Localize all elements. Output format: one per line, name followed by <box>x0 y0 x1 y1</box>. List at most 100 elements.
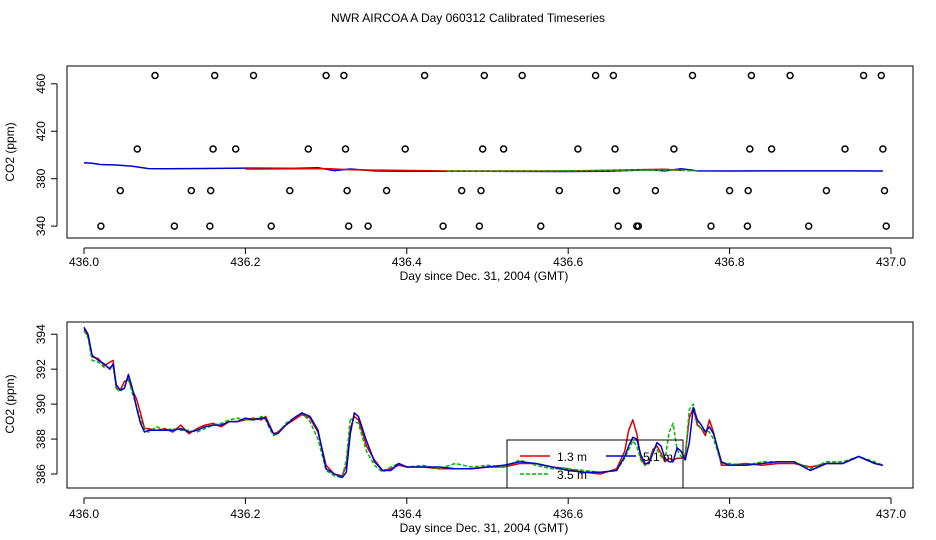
y-tick-label: 388 <box>34 429 48 449</box>
scatter-point <box>151 71 159 80</box>
series-line-3.5m <box>83 330 884 479</box>
top-y-axis-label: CO2 (ppm) <box>3 122 17 181</box>
x-tick-label: 437.0 <box>876 255 906 269</box>
y-tick-label: 386 <box>34 464 48 484</box>
bottom-x-axis-label: Day since Dec. 31, 2004 (GMT) <box>400 521 569 535</box>
scatter-point <box>206 222 214 230</box>
y-tick-label: 380 <box>34 168 48 188</box>
scatter-point <box>877 71 886 80</box>
scatter-point <box>746 145 754 153</box>
legend-label-5.1m: 5.1 m <box>643 450 673 464</box>
scatter-point <box>879 145 887 153</box>
y-tick-label: 420 <box>34 121 48 141</box>
scatter-point <box>537 222 545 230</box>
scatter-point <box>210 71 219 80</box>
top-panel: 436.0 436.2 436.4 436.6 436.8 437.0 340 380 420… <box>3 65 914 283</box>
scatter-point <box>340 71 348 80</box>
legend: 1.3 m 5.1 m 3.5 m <box>506 439 684 489</box>
scatter-point <box>611 145 619 153</box>
scatter-point <box>670 145 678 153</box>
bottom-series-lines <box>83 326 884 479</box>
scatter-point <box>841 145 849 153</box>
scatter-point <box>804 222 813 230</box>
x-tick-label: 436.4 <box>392 255 422 269</box>
scatter-point <box>609 71 618 80</box>
x-tick-label: 436.4 <box>392 507 422 521</box>
x-tick-label: 436.8 <box>715 255 745 269</box>
top-plot-frame <box>66 65 914 239</box>
scatter-point <box>170 222 179 230</box>
x-tick-label: 437.0 <box>876 507 906 521</box>
x-tick-label: 436.6 <box>553 255 583 269</box>
y-tick-label: 460 <box>34 73 48 93</box>
y-tick-label: 394 <box>34 324 48 344</box>
bottom-y-axis-label: CO2 (ppm) <box>3 374 17 433</box>
legend-box <box>506 439 684 489</box>
scatter-point <box>304 145 313 153</box>
scatter-point <box>343 186 351 195</box>
bottom-plot-frame <box>66 321 914 489</box>
scatter-point <box>882 222 890 230</box>
scatter-point <box>634 222 643 230</box>
scatter-point <box>614 222 622 230</box>
series-line-1.3m <box>83 328 884 477</box>
top-series-lines <box>83 161 883 173</box>
legend-label-3.5m: 3.5 m <box>557 468 587 482</box>
top-x-axis-label: Day since Dec. 31, 2004 (GMT) <box>400 269 569 283</box>
scatter-point <box>364 222 372 230</box>
bottom-panel: 436.0 436.2 436.4 436.6 436.8 437.0 386 388 390… <box>3 321 914 535</box>
scatter-point <box>382 186 391 195</box>
scatter-point <box>322 71 330 80</box>
y-tick-label: 390 <box>34 394 48 414</box>
scatter-point <box>747 71 756 80</box>
scatter-point <box>249 71 258 80</box>
bottom-y-axis: 386 388 390 392 394 <box>34 324 58 484</box>
scatter-point <box>767 145 776 153</box>
scatter-point <box>475 222 484 230</box>
scatter-point <box>209 145 217 153</box>
scatter-point <box>499 145 508 153</box>
x-tick-label: 436.6 <box>553 507 583 521</box>
scatter-point <box>786 71 794 80</box>
series-line-5.1m <box>83 326 884 479</box>
scatter-point <box>187 186 196 195</box>
scatter-point <box>133 145 142 153</box>
scatter-point <box>555 186 564 195</box>
bottom-x-axis: 436.0 436.2 436.4 436.6 436.8 437.0 <box>69 497 906 521</box>
scatter-point <box>574 145 582 153</box>
legend-label-1.3m: 1.3 m <box>557 450 587 464</box>
scatter-point <box>880 186 889 195</box>
scatter-point <box>231 145 240 153</box>
scatter-point <box>341 145 350 153</box>
y-tick-label: 392 <box>34 359 48 379</box>
scatter-point <box>477 186 485 195</box>
top-scatter-points <box>97 71 890 230</box>
scatter-point <box>344 222 353 230</box>
x-tick-label: 436.2 <box>230 255 260 269</box>
x-tick-label: 436.2 <box>230 507 260 521</box>
scatter-point <box>420 71 429 80</box>
scatter-point <box>97 222 105 230</box>
y-tick-label: 340 <box>34 216 48 236</box>
x-tick-label: 436.8 <box>715 507 745 521</box>
series-line-blue <box>83 161 883 173</box>
top-y-axis: 340 380 420 460 <box>34 73 58 236</box>
top-x-axis: 436.0 436.2 436.4 436.6 436.8 437.0 <box>69 247 906 269</box>
scatter-point <box>591 71 600 80</box>
x-tick-label: 436.0 <box>69 255 99 269</box>
scatter-point <box>457 186 466 195</box>
scatter-point <box>859 71 868 80</box>
scatter-point <box>744 186 752 195</box>
scatter-point <box>439 222 447 230</box>
scatter-point <box>116 186 125 195</box>
scatter-point <box>480 71 489 80</box>
scatter-point <box>743 222 752 230</box>
scatter-point <box>725 186 734 195</box>
scatter-point <box>401 145 409 153</box>
scatter-point <box>518 71 526 80</box>
scatter-point <box>478 145 487 153</box>
scatter-point <box>651 186 660 195</box>
scatter-point <box>267 222 275 230</box>
scatter-point <box>206 186 215 195</box>
